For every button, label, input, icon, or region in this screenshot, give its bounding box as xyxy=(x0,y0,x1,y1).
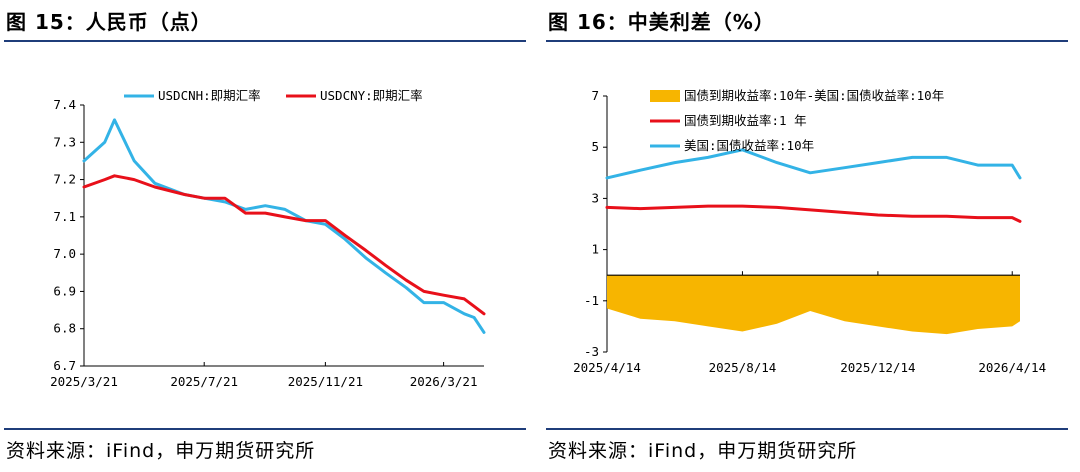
y-tick-label: -3 xyxy=(584,344,599,359)
legend-label-1: 国债到期收益率:1 年 xyxy=(684,113,807,128)
x-tick-label: 2025/12/14 xyxy=(840,360,915,375)
right-source-rule xyxy=(546,428,1068,430)
y-tick-label: 7.1 xyxy=(53,209,76,224)
left-chart-title: 图 15：人民币（点） xyxy=(6,10,212,34)
legend-label-0: USDCNH:即期汇率 xyxy=(158,88,261,103)
legend-label-2: 美国:国债收益率:10年 xyxy=(684,138,814,153)
series-line-0 xyxy=(82,118,486,334)
y-tick-label: 7.0 xyxy=(53,246,76,261)
y-tick-label: 7.2 xyxy=(53,172,76,187)
legend-swatch-0 xyxy=(650,90,680,102)
right-source-text: 资料来源：iFind，申万期货研究所 xyxy=(548,440,858,462)
legend-label-0: 国债到期收益率:10年-美国:国债收益率:10年 xyxy=(684,88,944,103)
series-area-0 xyxy=(607,275,1020,335)
right-title-rule xyxy=(546,40,1068,42)
x-tick-label: 2026/4/14 xyxy=(978,360,1046,375)
y-tick-label: 1 xyxy=(591,242,599,257)
y-tick-label: 6.8 xyxy=(53,321,76,336)
left-source-text: 资料来源：iFind，申万期货研究所 xyxy=(6,440,316,462)
x-tick-label: 2025/4/14 xyxy=(573,360,641,375)
x-tick-label: 2026/3/21 xyxy=(410,374,478,389)
y-tick-label: 6.9 xyxy=(53,283,76,298)
x-tick-label: 2025/7/21 xyxy=(170,374,238,389)
right-chart-title: 图 16：中美利差（%） xyxy=(548,10,775,34)
x-tick-label: 2025/11/21 xyxy=(288,374,363,389)
y-tick-label: 5 xyxy=(591,139,599,154)
legend-label-1: USDCNY:即期汇率 xyxy=(320,88,423,103)
x-tick-label: 2025/8/14 xyxy=(709,360,777,375)
y-tick-label: 6.7 xyxy=(53,358,76,373)
y-tick-label: 7 xyxy=(591,88,599,103)
y-tick-label: 7.4 xyxy=(53,97,76,112)
left-title-rule xyxy=(4,40,526,42)
x-tick-label: 2025/3/21 xyxy=(50,374,118,389)
left-source-rule xyxy=(4,428,526,430)
y-tick-label: 3 xyxy=(591,190,599,205)
series-line-2 xyxy=(605,148,1022,180)
series-line-1 xyxy=(605,204,1022,223)
series-line-1 xyxy=(82,174,486,316)
y-tick-label: 7.3 xyxy=(53,134,76,149)
y-tick-label: -1 xyxy=(584,293,599,308)
